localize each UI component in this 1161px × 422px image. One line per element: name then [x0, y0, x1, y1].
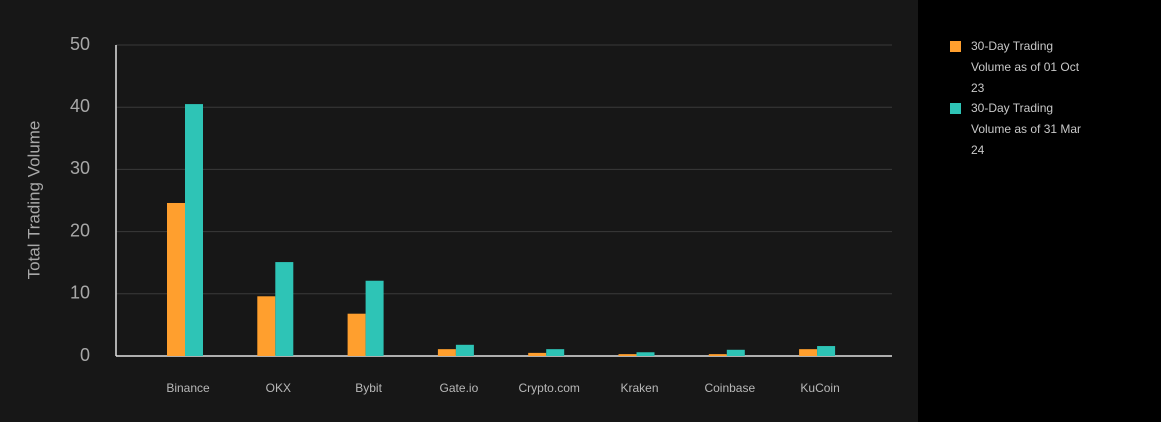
- x-tick-label: KuCoin: [800, 381, 839, 395]
- y-tick-label: 20: [70, 220, 90, 240]
- y-tick-label: 10: [70, 283, 90, 303]
- y-tick-label: 0: [80, 345, 90, 365]
- y-tick-label: 30: [70, 158, 90, 178]
- bar: [437, 349, 456, 356]
- bar: [708, 354, 727, 356]
- chart-background: [0, 0, 918, 422]
- bar: [726, 349, 745, 356]
- legend: 30-Day Trading Volume as of 01 Oct 23 30-…: [948, 36, 1148, 160]
- bar: [455, 344, 474, 356]
- x-tick-label: OKX: [266, 381, 291, 395]
- legend-item: 30-Day Trading Volume as of 31 Mar 24: [948, 98, 1148, 160]
- bar: [257, 296, 276, 356]
- y-axis-title: Total Trading Volume: [24, 121, 43, 280]
- bar: [275, 262, 294, 356]
- y-tick-label: 50: [70, 34, 90, 54]
- x-tick-label: Binance: [166, 381, 210, 395]
- bar: [347, 313, 366, 356]
- x-tick-label: Coinbase: [704, 381, 755, 395]
- legend-label: 30-Day Trading Volume as of 01 Oct 23: [971, 39, 1080, 95]
- x-tick-label: Gate.io: [440, 381, 479, 395]
- bar: [546, 349, 565, 356]
- legend-swatch: [950, 41, 961, 52]
- bar: [636, 352, 655, 356]
- bar: [365, 280, 384, 356]
- bar: [799, 349, 818, 356]
- legend-swatch: [950, 103, 961, 114]
- bar: [817, 346, 836, 356]
- bar: [185, 104, 203, 356]
- x-tick-label: Crypto.com: [519, 381, 580, 395]
- legend-item: 30-Day Trading Volume as of 01 Oct 23: [948, 36, 1148, 98]
- bar: [618, 354, 637, 356]
- x-tick-label: Kraken: [620, 381, 658, 395]
- bar: [167, 202, 185, 356]
- legend-label: 30-Day Trading Volume as of 31 Mar 24: [971, 101, 1082, 157]
- chart: Total Trading Volume 0 10 20 30 40 50 Binance O…: [0, 0, 918, 422]
- y-tick-label: 40: [70, 96, 90, 116]
- x-tick-label: Bybit: [355, 381, 382, 395]
- bar: [528, 352, 547, 356]
